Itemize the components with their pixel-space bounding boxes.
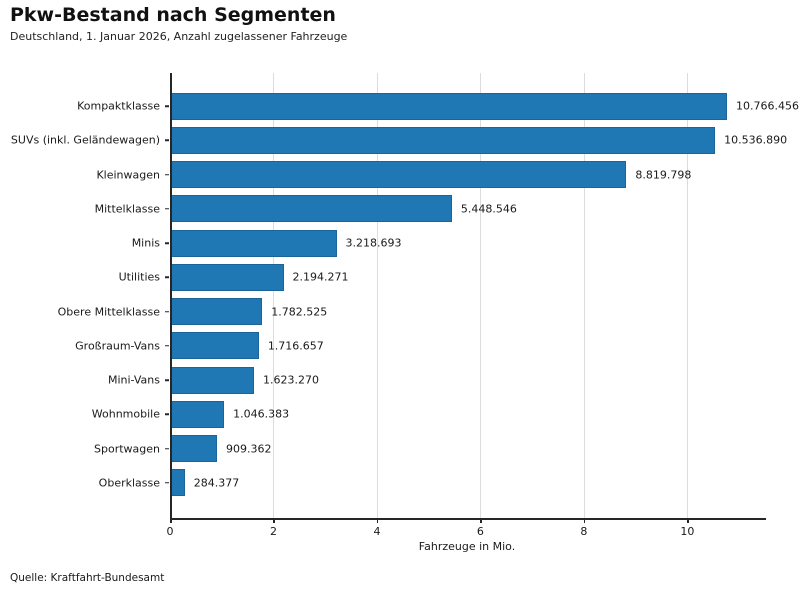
- bar-value-label-7: 1.716.657: [267, 339, 324, 353]
- x-tick-label-4: 4: [373, 525, 381, 538]
- bar-11: [170, 469, 185, 497]
- bar-value-label-8: 1.623.270: [262, 373, 319, 387]
- bar-10: [170, 435, 218, 463]
- chart-title: Pkw-Bestand nach Segmenten: [10, 4, 336, 26]
- plot-area: 10.766.456 10.536.890 8.819.798 5.448.546 3.…: [170, 73, 799, 518]
- x-tick-mark-2: [273, 519, 275, 523]
- y-tick-mark-8: [165, 379, 169, 381]
- x-tick-label-2: 2: [269, 525, 277, 538]
- bar-5: [170, 263, 284, 291]
- x-tick-mark-10: [687, 519, 689, 523]
- gridline-x-4: [376, 73, 378, 518]
- x-tick-mark-0: [170, 519, 172, 523]
- source-note: Quelle: Kraftfahrt-Bundesamt: [10, 572, 165, 584]
- y-tick-label-1: SUVs (inkl. Geländewagen): [10, 133, 160, 147]
- y-tick-mark-2: [165, 173, 169, 176]
- bar-7: [170, 332, 259, 360]
- x-tick-label-10: 10: [680, 525, 695, 538]
- x-tick-label-6: 6: [476, 525, 484, 538]
- y-tick-mark-9: [165, 413, 169, 416]
- bar-1: [170, 126, 716, 154]
- bar-value-label-2: 8.819.798: [635, 168, 692, 182]
- bar-value-label-4: 3.218.693: [345, 236, 402, 250]
- bar-value-label-3: 5.448.546: [460, 202, 517, 216]
- y-tick-mark-7: [165, 345, 169, 347]
- chart-subtitle: Deutschland, 1. Januar 2026, Anzahl zuge…: [10, 30, 348, 43]
- y-tick-label-9: Wohnmobile: [91, 407, 160, 421]
- x-axis-label: Fahrzeuge in Mio.: [418, 540, 516, 553]
- bar-4: [170, 229, 337, 257]
- y-tick-label-3: Mittelklasse: [94, 202, 160, 216]
- y-tick-label-4: Minis: [131, 236, 160, 250]
- y-tick-mark-4: [165, 242, 169, 244]
- y-tick-label-6: Obere Mittelklasse: [57, 305, 160, 319]
- gridline-x-6: [480, 73, 482, 518]
- x-tick-label-0: 0: [166, 525, 174, 538]
- gridline-x-10: [687, 73, 689, 518]
- y-tick-mark-11: [165, 482, 169, 484]
- y-tick-label-5: Utilities: [118, 270, 160, 284]
- y-tick-label-10: Sportwagen: [94, 442, 160, 456]
- bar-value-label-10: 909.362: [226, 442, 272, 456]
- bar-value-label-1: 10.536.890: [724, 133, 788, 147]
- y-tick-mark-10: [165, 447, 169, 450]
- x-axis-spine: [170, 518, 766, 520]
- bar-value-label-0: 10.766.456: [736, 99, 800, 113]
- gridline-x-8: [583, 73, 585, 518]
- bar-9: [170, 400, 225, 428]
- bar-0: [170, 92, 728, 120]
- y-tick-label-7: Großraum-Vans: [75, 339, 160, 353]
- y-tick-label-8: Mini-Vans: [107, 373, 160, 387]
- y-axis-spine: [170, 73, 172, 519]
- y-tick-mark-1: [165, 139, 169, 142]
- y-tick-mark-5: [165, 276, 169, 279]
- x-tick-mark-4: [376, 519, 379, 523]
- bar-value-label-9: 1.046.383: [233, 407, 290, 421]
- bar-2: [170, 161, 627, 189]
- y-tick-label-11: Oberklasse: [98, 476, 160, 490]
- bar-value-label-6: 1.782.525: [271, 305, 328, 319]
- bar-value-label-11: 284.377: [193, 476, 240, 490]
- gridline-x-2: [273, 73, 275, 518]
- x-tick-mark-6: [480, 519, 482, 523]
- y-tick-mark-6: [165, 310, 169, 313]
- x-tick-mark-8: [583, 519, 586, 523]
- y-tick-label-0: Kompaktklasse: [77, 99, 160, 113]
- bar-6: [170, 298, 263, 326]
- y-tick-label-2: Kleinwagen: [96, 168, 160, 182]
- x-tick-label-8: 8: [580, 525, 588, 538]
- y-tick-mark-0: [165, 105, 169, 107]
- y-tick-mark-3: [165, 208, 169, 210]
- bar-3: [170, 195, 452, 223]
- bar-8: [170, 366, 254, 394]
- bar-value-label-5: 2.194.271: [292, 270, 349, 284]
